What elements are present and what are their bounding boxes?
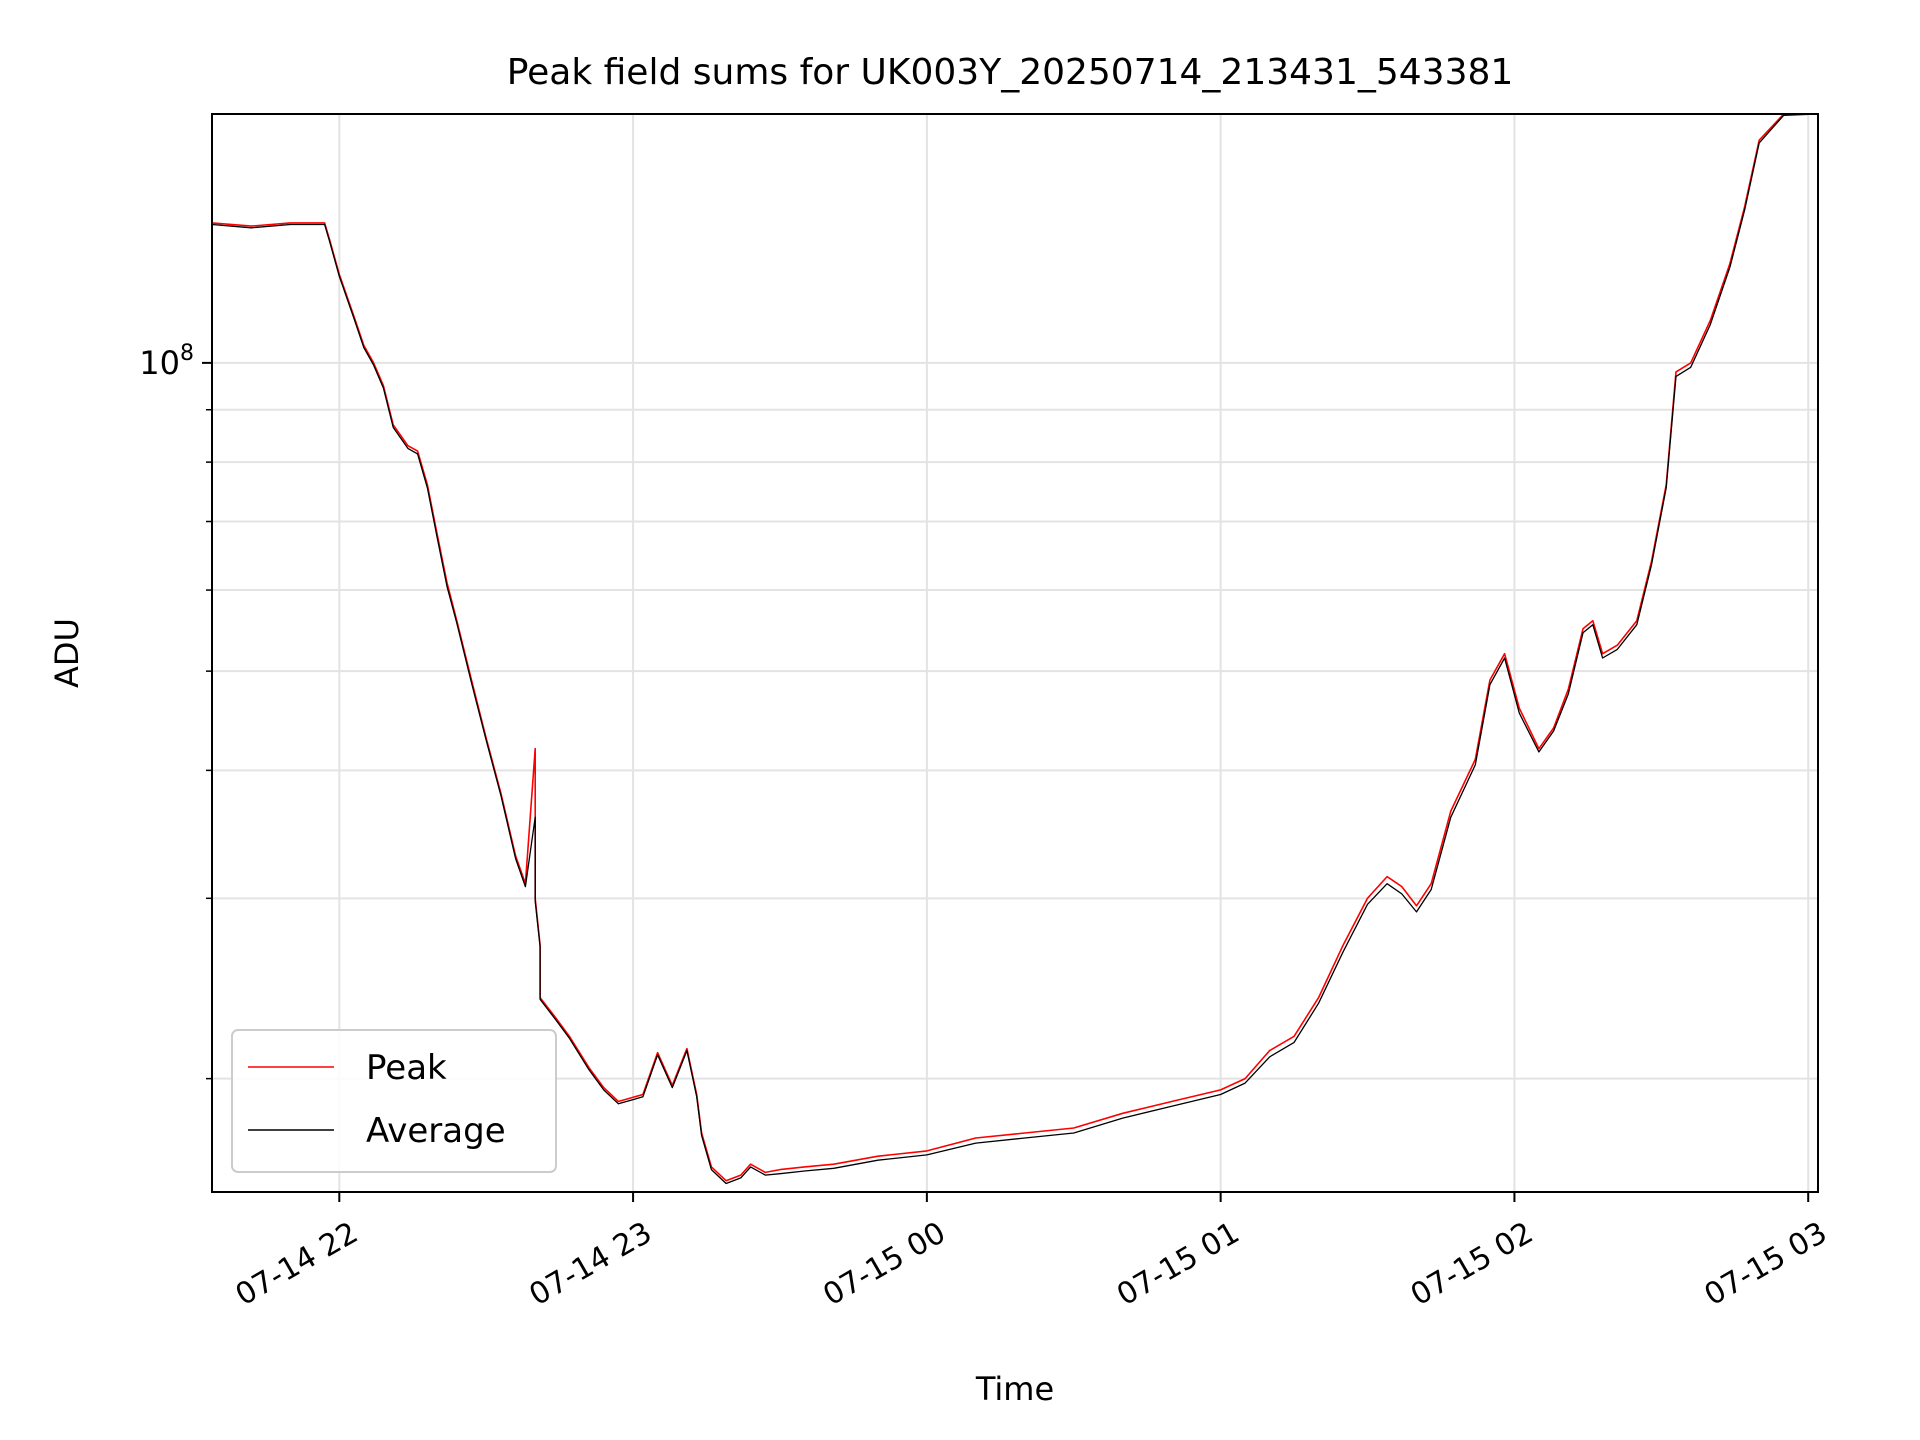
plot-frame [211,113,1819,1193]
y-axis-label: ADU [48,618,86,688]
series-line-average [211,113,1819,1185]
legend-label-peak: Peak [366,1048,447,1088]
series-layer [211,113,1819,1185]
legend: Peak Average [231,1029,557,1173]
y-axis: 108 [139,341,212,1080]
legend-label-average: Average [366,1111,506,1151]
grid [212,114,1818,1192]
x-axis-label: Time [975,1370,1054,1408]
legend-box [231,1029,557,1173]
y-tick-label: 108 [139,341,194,382]
series-line-peak [211,113,1818,1182]
chart-title: Peak field sums for UK003Y_20250714_2134… [507,52,1514,93]
